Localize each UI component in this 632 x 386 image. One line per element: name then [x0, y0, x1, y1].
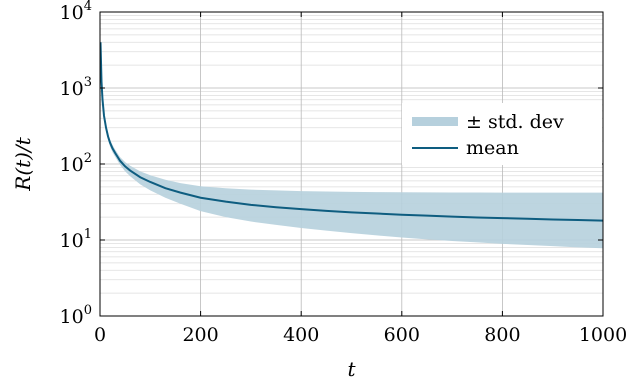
legend-std-dev-swatch: [412, 117, 458, 126]
y-tick-label: 101: [60, 227, 92, 252]
std-dev-band: [100, 40, 603, 249]
legend: ± std. dev mean: [402, 103, 602, 165]
x-tick-label: 200: [182, 324, 218, 346]
y-tick-label: 102: [60, 151, 92, 176]
x-axis-label: t: [347, 357, 356, 381]
y-tick-label: 100: [60, 303, 92, 328]
x-tick-labels: 0 200 400 600 800 1000: [94, 324, 627, 346]
ticks: [99, 11, 604, 317]
x-tick-label: 0: [94, 324, 106, 346]
y-axis-label: R(t)/t: [11, 136, 35, 191]
mean-line: [100, 42, 603, 222]
y-tick-label: 103: [60, 75, 92, 100]
legend-box: [402, 103, 602, 165]
mean-line-layer: [100, 42, 603, 222]
x-tick-label: 1000: [579, 324, 627, 346]
x-tick-label: 600: [384, 324, 420, 346]
y-tick-label: 104: [60, 0, 92, 24]
legend-std-dev-label: ± std. dev: [466, 111, 564, 133]
legend-mean-label: mean: [466, 137, 519, 159]
x-tick-label: 400: [283, 324, 319, 346]
x-tick-label: 800: [484, 324, 520, 346]
y-tick-labels: 100 101 102 103 104: [60, 0, 92, 328]
std-dev-band-layer: [100, 40, 603, 249]
